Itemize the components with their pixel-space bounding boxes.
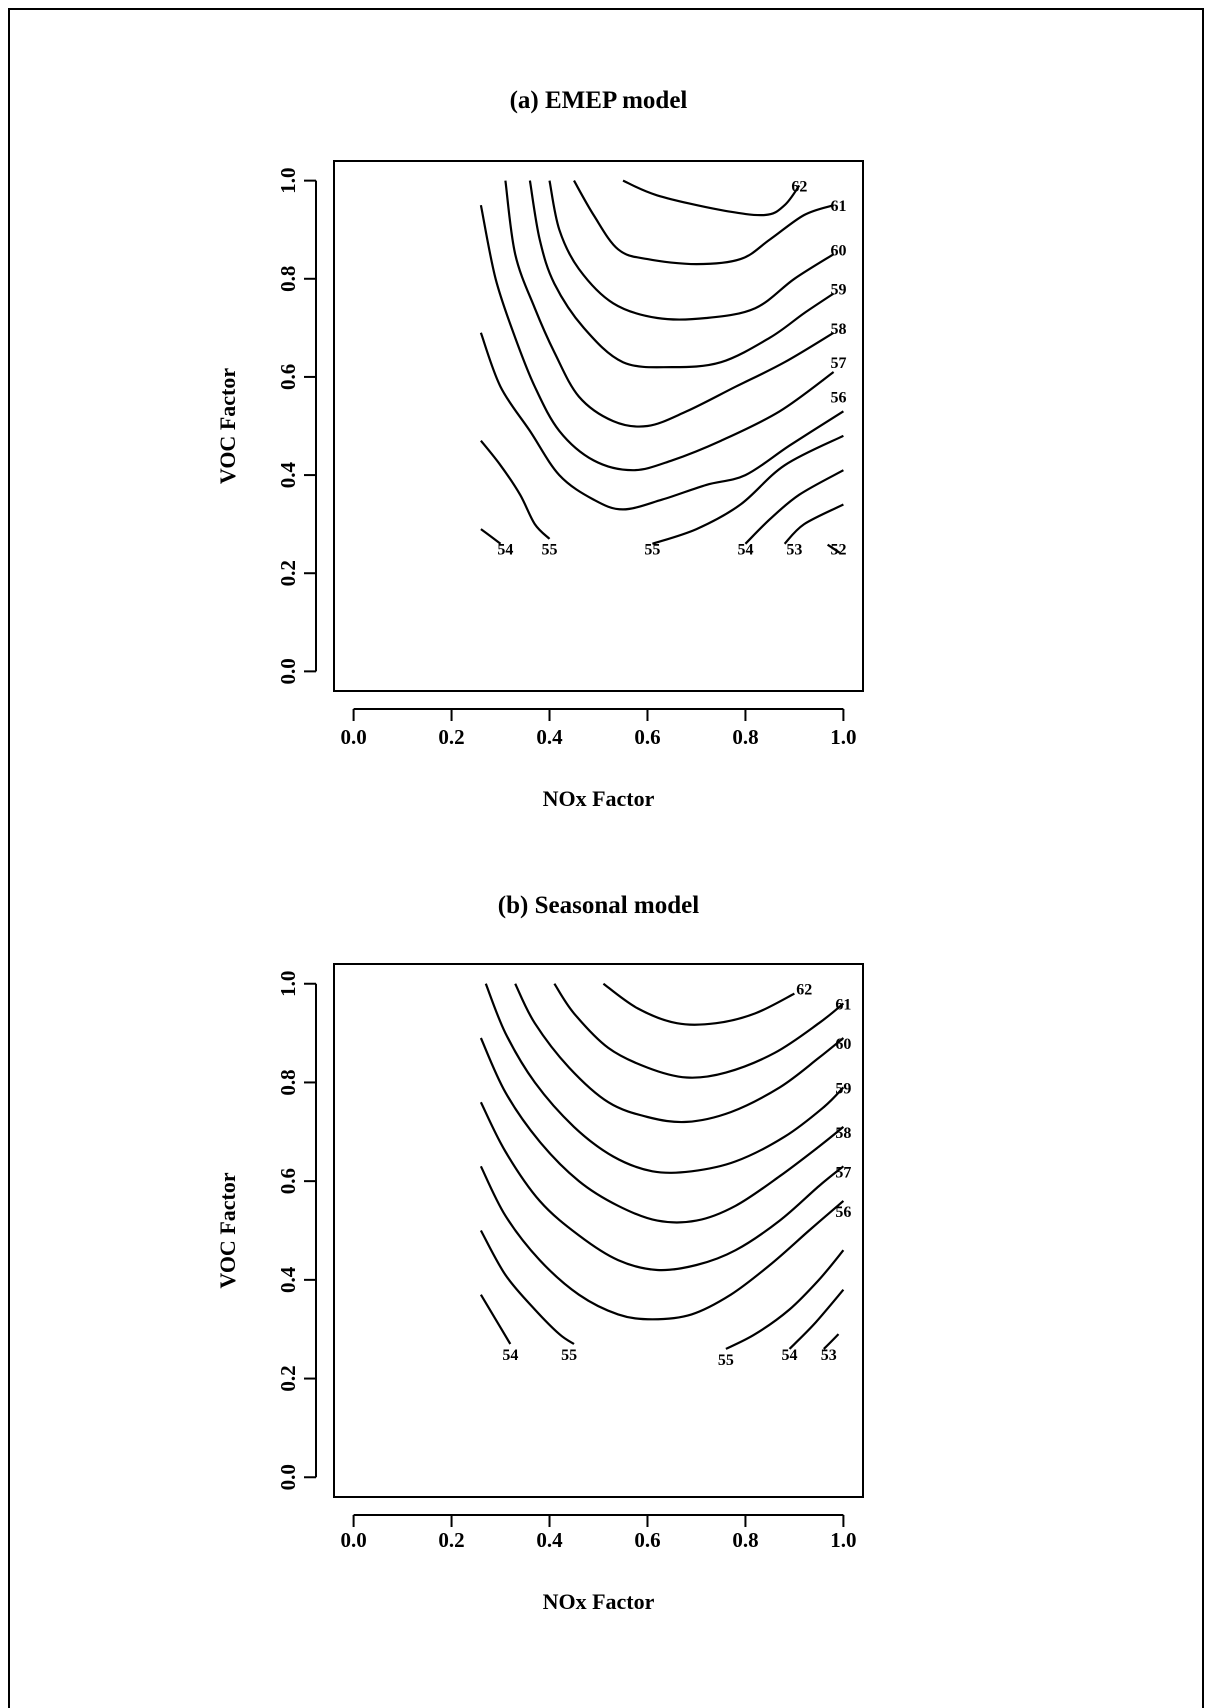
contour-line-53 xyxy=(783,503,844,545)
x-tick-label: 0.2 xyxy=(438,1528,464,1552)
contour-label: 54 xyxy=(502,1347,518,1364)
y-tick-label: 1.0 xyxy=(276,168,300,194)
y-tick-label: 0.6 xyxy=(276,1168,300,1194)
x-tick-label: 0.4 xyxy=(536,725,563,749)
contour-label: 60 xyxy=(831,242,847,259)
contour-line-61 xyxy=(553,983,845,1079)
contour-line-56 xyxy=(479,332,844,511)
contour-line-62 xyxy=(602,982,795,1026)
x-tick-label: 0.8 xyxy=(732,725,758,749)
y-tick-label: 0.6 xyxy=(276,364,300,390)
contour-label: 58 xyxy=(831,321,847,338)
y-tick-label: 1.0 xyxy=(276,971,300,997)
contour-line-59 xyxy=(528,180,835,369)
contour-label: 56 xyxy=(835,1204,851,1221)
contour-label: 57 xyxy=(831,355,847,372)
contour-line-57 xyxy=(479,1101,845,1272)
chart-seasonal: (b) Seasonal model 0.0 0.2 0.4 0.6 0.8 1.0 0.0 0… xyxy=(215,892,864,1614)
contour-line-56 xyxy=(479,1165,845,1321)
x-tick-label: 0.4 xyxy=(536,1528,563,1552)
contour-line-62 xyxy=(622,179,801,217)
contour-line-58 xyxy=(479,1037,845,1224)
y-tick-label: 0.8 xyxy=(276,266,300,292)
contour-line-55 xyxy=(652,434,844,545)
contour-line-53 xyxy=(823,1333,840,1350)
contour-label: 53 xyxy=(786,542,802,559)
contour-label: 55 xyxy=(644,542,660,559)
contour-label: 54 xyxy=(782,1347,798,1364)
contour-label: 55 xyxy=(561,1347,577,1364)
contour-label: 55 xyxy=(718,1352,734,1369)
contour-line-54 xyxy=(480,528,502,545)
x-tick-label: 0.0 xyxy=(340,1528,366,1552)
contour-label: 55 xyxy=(542,542,558,559)
contour-label: 61 xyxy=(835,996,851,1013)
x-tick-label: 1.0 xyxy=(830,1528,856,1552)
contour-line-55 xyxy=(480,440,551,540)
plot-frame xyxy=(333,963,864,1498)
contour-label: 61 xyxy=(831,198,847,215)
x-axis-label: NOx Factor xyxy=(543,786,655,811)
contour-label: 59 xyxy=(831,282,847,299)
contour-label: 52 xyxy=(831,542,847,559)
contour-label: 53 xyxy=(821,1347,837,1364)
contour-line-60 xyxy=(548,180,835,321)
chart-title: (b) Seasonal model xyxy=(498,892,699,919)
y-tick-label: 0.4 xyxy=(276,461,300,488)
contour-line-57 xyxy=(479,204,835,472)
x-tick-label: 1.0 xyxy=(830,725,856,749)
x-tick-label: 0.6 xyxy=(634,725,660,749)
y-tick-label: 0.8 xyxy=(276,1069,300,1095)
contour-label: 56 xyxy=(831,390,847,407)
contour-line-61 xyxy=(573,180,834,266)
y-tick-label: 0.2 xyxy=(276,1365,300,1391)
contour-line-54 xyxy=(788,1288,845,1350)
contour-label: 62 xyxy=(796,982,812,999)
x-axis-label: NOx Factor xyxy=(543,1589,655,1614)
contour-line-59 xyxy=(484,983,845,1174)
contour-line-52 xyxy=(827,543,841,554)
y-tick-label: 0.0 xyxy=(276,1464,300,1490)
x-tick-label: 0.2 xyxy=(438,725,464,749)
contour-line-58 xyxy=(504,180,835,428)
x-tick-label: 0.6 xyxy=(634,1528,660,1552)
contour-label: 57 xyxy=(835,1164,851,1181)
contour-line-55 xyxy=(479,1229,575,1345)
y-tick-label: 0.0 xyxy=(276,658,300,684)
contour-line-54 xyxy=(744,469,844,545)
x-tick-label: 0.8 xyxy=(732,1528,758,1552)
plot-frame xyxy=(333,160,864,692)
contour-label: 59 xyxy=(835,1080,851,1097)
y-axis-label: VOC Factor xyxy=(215,368,240,484)
contour-label: 54 xyxy=(497,542,513,559)
y-axis-label: VOC Factor xyxy=(215,1172,240,1288)
contour-label: 62 xyxy=(791,179,807,196)
y-tick-label: 0.4 xyxy=(276,1266,300,1293)
contour-line-60 xyxy=(514,983,845,1124)
chart-title: (a) EMEP model xyxy=(510,87,688,114)
page-border xyxy=(8,8,1204,1708)
contour-line-55 xyxy=(725,1249,845,1350)
contour-line-54 xyxy=(479,1294,512,1345)
chart-emep: (a) EMEP model 0.0 0.2 0.4 0.6 0.8 1.0 0.0 0.2 0.… xyxy=(215,87,864,811)
x-tick-label: 0.0 xyxy=(340,725,366,749)
contour-label: 58 xyxy=(835,1125,851,1142)
y-tick-label: 0.2 xyxy=(276,560,300,586)
contour-label: 60 xyxy=(835,1036,851,1053)
contour-label: 54 xyxy=(737,542,753,559)
